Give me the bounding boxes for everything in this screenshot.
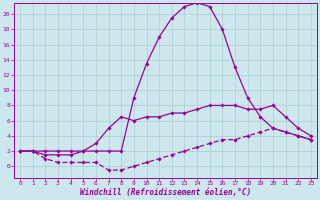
X-axis label: Windchill (Refroidissement éolien,°C): Windchill (Refroidissement éolien,°C) <box>80 188 251 197</box>
